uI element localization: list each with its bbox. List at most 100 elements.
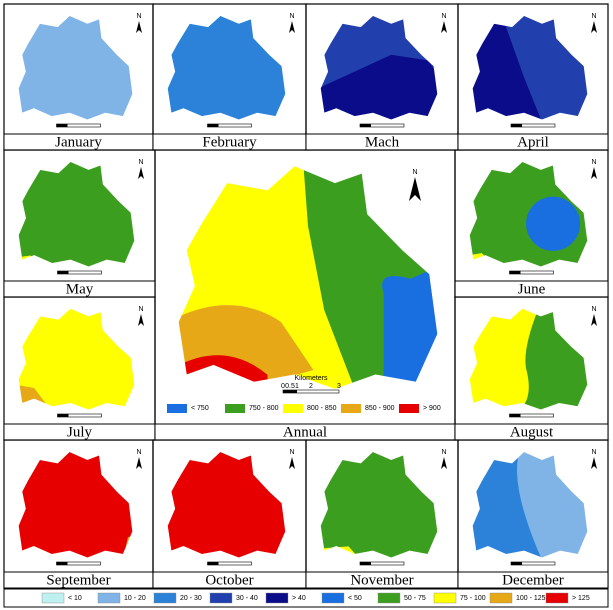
north-label: N (136, 13, 141, 20)
scale-bar (56, 124, 68, 127)
map-panel: N July (3, 296, 156, 441)
legend-swatch (167, 404, 187, 413)
legend-label: > 40 (292, 595, 306, 602)
map-zone (472, 15, 543, 120)
scale-tick: 0.5 (285, 383, 295, 390)
map-zones (472, 15, 543, 120)
legend-label: > 900 (423, 405, 441, 412)
map-outline (167, 16, 285, 120)
map-outline (320, 16, 437, 120)
map-outline (18, 452, 132, 558)
north-arrow (138, 167, 144, 179)
map-zones (469, 308, 541, 410)
map-zone (469, 308, 541, 410)
map-zone (526, 196, 581, 251)
legend-swatch (97, 592, 121, 604)
scale-tick: 3 (337, 383, 341, 390)
north-label: N (591, 13, 596, 20)
watershed-map (467, 303, 588, 412)
north-arrow (136, 457, 142, 469)
watershed-map (160, 154, 444, 394)
scale-bar (283, 390, 297, 393)
map-outline (167, 452, 285, 558)
panel-label: Mach (365, 134, 400, 150)
map-panel: N February (152, 3, 307, 151)
map-panel: N April (457, 3, 609, 151)
watershed-map (318, 16, 440, 122)
map-zone (18, 451, 133, 558)
scale-bar (511, 562, 522, 565)
map-zone (18, 161, 135, 267)
legend-swatch (153, 592, 177, 604)
north-arrow (591, 167, 597, 179)
watershed-map (18, 16, 132, 120)
watershed-map (18, 452, 135, 560)
panel-label: February (202, 134, 257, 150)
north-label: N (591, 449, 596, 456)
watershed-map (167, 16, 285, 120)
scale-bar (207, 562, 219, 565)
north-label: N (441, 449, 446, 456)
panel-label: May (66, 281, 94, 297)
legend-label: > 125 (572, 595, 590, 602)
north-label: N (138, 306, 143, 313)
legend-swatch (377, 592, 401, 604)
panel-label: August (510, 424, 554, 440)
map-outline (18, 308, 134, 409)
map-outline (18, 162, 134, 267)
legend-label: 10 - 20 (124, 595, 146, 602)
watershed-map (167, 452, 285, 558)
scale-tick: 2 (309, 383, 313, 390)
panel-label: November (350, 572, 413, 588)
legend-label: 20 - 30 (180, 595, 202, 602)
map-panel: N Mach (305, 3, 459, 151)
legend-label: 850 - 900 (365, 405, 395, 412)
panel-label: October (205, 572, 253, 588)
legend-swatch (265, 592, 289, 604)
label-box (457, 571, 609, 589)
legend-label: 750 - 800 (249, 405, 279, 412)
map-outline (320, 452, 437, 558)
map-panel: N Kilometers 0 0.5 1 2 3 < 750 750 - 800 800 - 85… (154, 149, 456, 441)
scale-bar (207, 124, 219, 127)
scale-bar (360, 562, 371, 565)
map-panel: N November (305, 439, 459, 589)
north-label: N (136, 449, 141, 456)
map-outline (469, 308, 587, 409)
panel-label: December (502, 572, 564, 588)
legend-swatch (489, 592, 513, 604)
north-arrow (136, 21, 142, 33)
map-outline (18, 16, 132, 120)
panel-label: July (67, 424, 93, 440)
legend-swatch (283, 404, 303, 413)
scale-bar (509, 414, 521, 417)
watershed-map (470, 446, 588, 560)
map-panel: N June (454, 149, 609, 298)
north-arrow (591, 457, 597, 469)
legend-label: 100 - 125 (516, 595, 546, 602)
north-label: N (289, 13, 294, 20)
north-arrow (441, 21, 447, 33)
north-label: N (138, 159, 143, 166)
scale-bar (57, 271, 69, 274)
legend-swatch (341, 404, 361, 413)
map-outline (469, 162, 587, 267)
legend-label: < 750 (191, 405, 209, 412)
watershed-map (16, 162, 135, 269)
north-arrow (591, 21, 597, 33)
map-zone (18, 15, 133, 120)
map-panel: N August (454, 296, 609, 441)
legend-swatch (321, 592, 345, 604)
legend-label: < 50 (348, 595, 362, 602)
legend-swatch (433, 592, 457, 604)
map-outline (472, 16, 587, 120)
map-zones (320, 54, 438, 120)
watershed-map (470, 10, 588, 122)
scale-tick: 0 (281, 383, 285, 390)
legend-label: 75 - 100 (460, 595, 486, 602)
legend-swatch (399, 404, 419, 413)
map-panel: N January (3, 3, 154, 151)
watershed-map (16, 308, 135, 412)
north-arrow (441, 457, 447, 469)
